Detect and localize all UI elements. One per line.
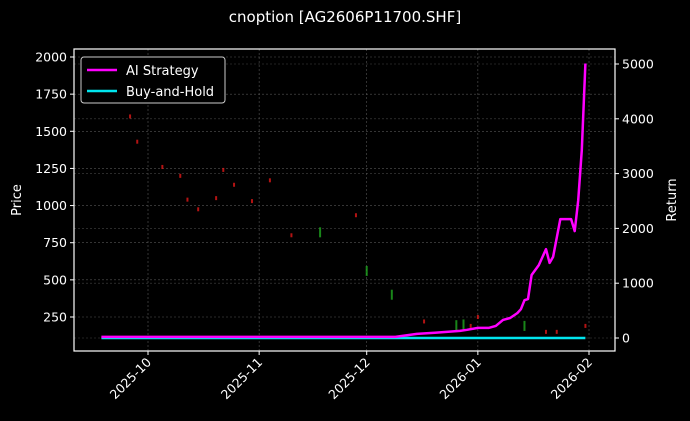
x-tick-label: 2026-01: [436, 355, 484, 403]
candle: [186, 197, 189, 202]
right-axis-ticks: 0 1000 2000 3000 4000 5000: [615, 57, 654, 346]
candle: [462, 319, 465, 330]
legend-ai-label: AI Strategy: [126, 64, 199, 79]
y2-tick-label: 2000: [622, 221, 654, 236]
y-axis-label: Price: [10, 184, 25, 216]
candle: [197, 207, 200, 212]
y-tick-label: 1000: [35, 198, 67, 213]
price-candles: [129, 114, 587, 334]
y-tick-label: 250: [43, 310, 67, 325]
left-axis-ticks: 250 500 750 1000 1250 1500 1750 2000: [35, 50, 74, 325]
candle: [161, 164, 164, 169]
y-tick-label: 1500: [35, 124, 67, 139]
legend: AI Strategy Buy-and-Hold: [80, 56, 226, 104]
candle: [469, 323, 472, 328]
candle: [544, 329, 547, 334]
y-tick-label: 1250: [35, 161, 67, 176]
candle: [365, 265, 368, 276]
candle: [319, 227, 322, 238]
candle: [179, 173, 182, 178]
chart-title: cnoption [AG2606P11700.SHF]: [228, 8, 462, 26]
series-line-ai-strategy: [101, 63, 587, 339]
candle: [390, 289, 393, 300]
candle: [523, 320, 526, 331]
candle: [129, 114, 132, 119]
candle: [222, 167, 225, 172]
y2-tick-label: 1000: [622, 276, 654, 291]
candle: [233, 182, 236, 187]
y-tick-label: 750: [43, 235, 67, 250]
y-tick-label: 2000: [35, 50, 67, 65]
series-lines: [101, 63, 587, 340]
candle: [250, 199, 253, 204]
y2-tick-label: 4000: [622, 111, 654, 126]
y-tick-label: 1750: [35, 87, 67, 102]
x-tick-label: 2025-10: [107, 354, 155, 402]
candle: [476, 315, 479, 319]
candle: [584, 323, 587, 328]
x-tick-label: 2025-12: [325, 355, 373, 403]
x-axis-ticks: 2025-10 2025-11 2025-12 2026-01 2026-02: [107, 351, 596, 403]
y2-tick-label: 5000: [622, 57, 654, 72]
candle: [354, 213, 357, 218]
plot-frame: [73, 48, 616, 352]
x-tick-label: 2026-02: [548, 355, 596, 403]
candle: [455, 320, 458, 331]
y2-axis-label: Return: [665, 178, 680, 221]
candle: [136, 139, 139, 144]
y2-tick-label: 3000: [622, 166, 654, 181]
candle: [215, 196, 218, 201]
candle: [268, 178, 271, 183]
candle: [290, 233, 293, 238]
y-tick-label: 500: [43, 272, 67, 287]
candle: [423, 319, 426, 324]
candle: [555, 329, 558, 334]
x-tick-label: 2025-11: [218, 355, 266, 403]
y2-tick-label: 0: [622, 331, 630, 346]
legend-bh-label: Buy-and-Hold: [126, 85, 214, 100]
